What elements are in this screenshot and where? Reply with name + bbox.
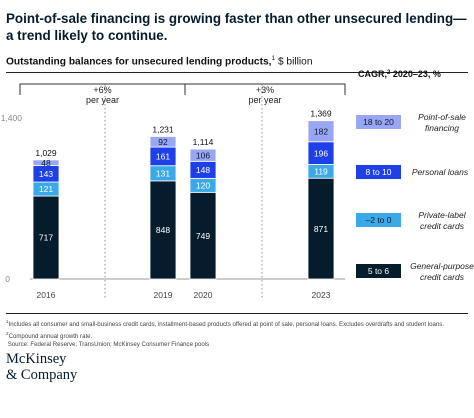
- bar-value-label: 148: [196, 165, 210, 175]
- x-tick-label: 2023: [312, 290, 331, 300]
- bar-value-label: 871: [314, 224, 328, 234]
- bar-segment: [189, 191, 217, 280]
- bar-total-label: 1,231: [152, 124, 174, 134]
- cagr-product-label: General-purpose: [410, 261, 474, 271]
- cagr-product-label: Personal loans: [412, 167, 469, 177]
- bar-segment: [189, 148, 217, 162]
- bar-total-label: 1,369: [310, 109, 332, 119]
- footnotes: 1Includes all consumer and small-busines…: [6, 318, 468, 350]
- cagr-swatch: [356, 165, 401, 179]
- cagr-product-label: financing: [425, 123, 459, 133]
- bottom-divider: [6, 313, 468, 314]
- bar-segment: [32, 195, 60, 280]
- footnote-1: 1Includes all consumer and small-busines…: [6, 319, 445, 329]
- cagr-swatch: [356, 264, 401, 278]
- bar-value-label: 48: [41, 158, 51, 168]
- bar-value-label: 121: [39, 184, 53, 194]
- bar-total-label: 1,029: [35, 148, 57, 158]
- bar-segment: [32, 159, 60, 166]
- cagr-swatch: [356, 213, 401, 227]
- bar-segment: [307, 177, 335, 280]
- cagr-product-label: Point-of-sale: [418, 112, 466, 122]
- bar-value-label: 92: [158, 137, 168, 147]
- growth-bracket-2: [184, 83, 346, 95]
- growth-rate-label: per year: [248, 95, 281, 105]
- cagr-product-label: Private-label: [418, 210, 466, 220]
- subtitle-unit: $ billion: [275, 56, 313, 68]
- mckinsey-logo: McKinsey & Company: [6, 351, 78, 383]
- cagr-product-label: credit cards: [420, 221, 465, 231]
- bar-value-label: 182: [314, 126, 328, 136]
- bar-value-label: 196: [314, 148, 328, 158]
- bar-value-label: 717: [39, 233, 53, 243]
- cagr-range: 18 to 20: [363, 117, 394, 127]
- cagr-product-label: credit cards: [420, 272, 465, 282]
- stacked-bar-chart: +6%per year+3%per year1,4000717121143481…: [1, 69, 474, 300]
- bar-segment: [307, 120, 335, 143]
- growth-rate-label: per year: [86, 95, 119, 105]
- cagr-header: CAGR,2 2020–23, %: [358, 69, 441, 79]
- cagr-range: 5 to 6: [368, 266, 390, 276]
- x-tick-label: 2019: [154, 290, 173, 300]
- bar-value-label: 106: [196, 150, 210, 160]
- top-divider: [6, 72, 468, 73]
- growth-rate-value: +3%: [256, 85, 274, 95]
- footnote-2: 2Compound annual growth rate.: [6, 330, 93, 340]
- chart-title: Point-of-sale financing is growing faste…: [6, 11, 467, 43]
- bar-value-label: 119: [314, 167, 328, 177]
- subtitle-footnote-marker: 1: [271, 55, 276, 62]
- y-tick-label: 1,400: [1, 113, 23, 123]
- growth-rate-value: +6%: [93, 85, 111, 95]
- cagr-range: 8 to 10: [366, 167, 392, 177]
- bar-value-label: 749: [196, 231, 210, 241]
- bar-value-label: 120: [196, 181, 210, 191]
- cagr-swatch: [356, 115, 401, 129]
- bar-segment: [149, 180, 177, 280]
- bar-value-label: 131: [156, 168, 170, 178]
- bar-segment: [149, 136, 177, 148]
- bar-total-label: 1,114: [193, 137, 214, 147]
- chart-subtitle: Outstanding balances for unsecured lendi…: [6, 55, 313, 67]
- cagr-range: –2 to 0: [366, 215, 392, 225]
- bar-value-label: 143: [39, 169, 53, 179]
- bar-value-label: 848: [156, 225, 170, 235]
- y-tick-label: 0: [5, 274, 10, 284]
- x-tick-label: 2020: [194, 290, 213, 300]
- subtitle-main: Outstanding balances for unsecured lendi…: [6, 56, 272, 68]
- x-tick-label: 2016: [37, 290, 56, 300]
- bar-value-label: 161: [156, 152, 170, 162]
- source-note: Source: Federal Reserve; TransUnion; McK…: [7, 341, 210, 349]
